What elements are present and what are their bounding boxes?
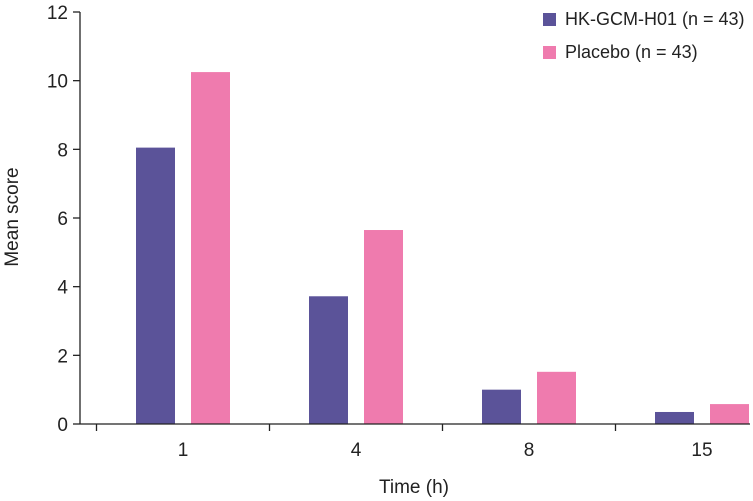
bar-hk-gcm-h01-1 <box>136 147 175 424</box>
legend: HK-GCM-H01 (n = 43) Placebo (n = 43) <box>543 9 745 62</box>
y-tick-label: 8 <box>57 140 68 161</box>
legend-swatch <box>543 13 556 26</box>
x-tick-label: 1 <box>178 440 189 461</box>
bar-placebo-8 <box>537 371 576 424</box>
bar-placebo-1 <box>191 72 230 424</box>
x-tick-label: 15 <box>691 440 712 461</box>
y-axis-ticks: 0 2 4 6 8 10 12 <box>47 3 80 436</box>
y-axis-title: Mean score <box>2 167 23 266</box>
x-axis-ticks: 1 4 8 15 <box>95 424 713 461</box>
y-tick-label: 2 <box>57 346 68 367</box>
bar-hk-gcm-h01-4 <box>309 296 348 424</box>
x-axis-title: Time (h) <box>379 477 449 498</box>
legend-label: Placebo (n = 43) <box>565 42 698 62</box>
x-tick-label: 4 <box>351 440 362 461</box>
bar-placebo-4 <box>364 230 403 424</box>
x-tick-label: 8 <box>524 440 535 461</box>
y-tick-label: 10 <box>47 72 68 93</box>
legend-label: HK-GCM-H01 (n = 43) <box>565 9 745 29</box>
legend-swatch <box>543 46 556 59</box>
y-tick-label: 6 <box>57 209 68 230</box>
bar-hk-gcm-h01-15 <box>655 411 694 424</box>
bar-placebo-15 <box>710 404 749 424</box>
y-tick-label: 4 <box>57 278 68 299</box>
y-tick-label: 0 <box>57 415 68 436</box>
y-tick-label: 12 <box>47 3 68 24</box>
bar-hk-gcm-h01-8 <box>482 389 521 424</box>
bars <box>136 72 749 424</box>
